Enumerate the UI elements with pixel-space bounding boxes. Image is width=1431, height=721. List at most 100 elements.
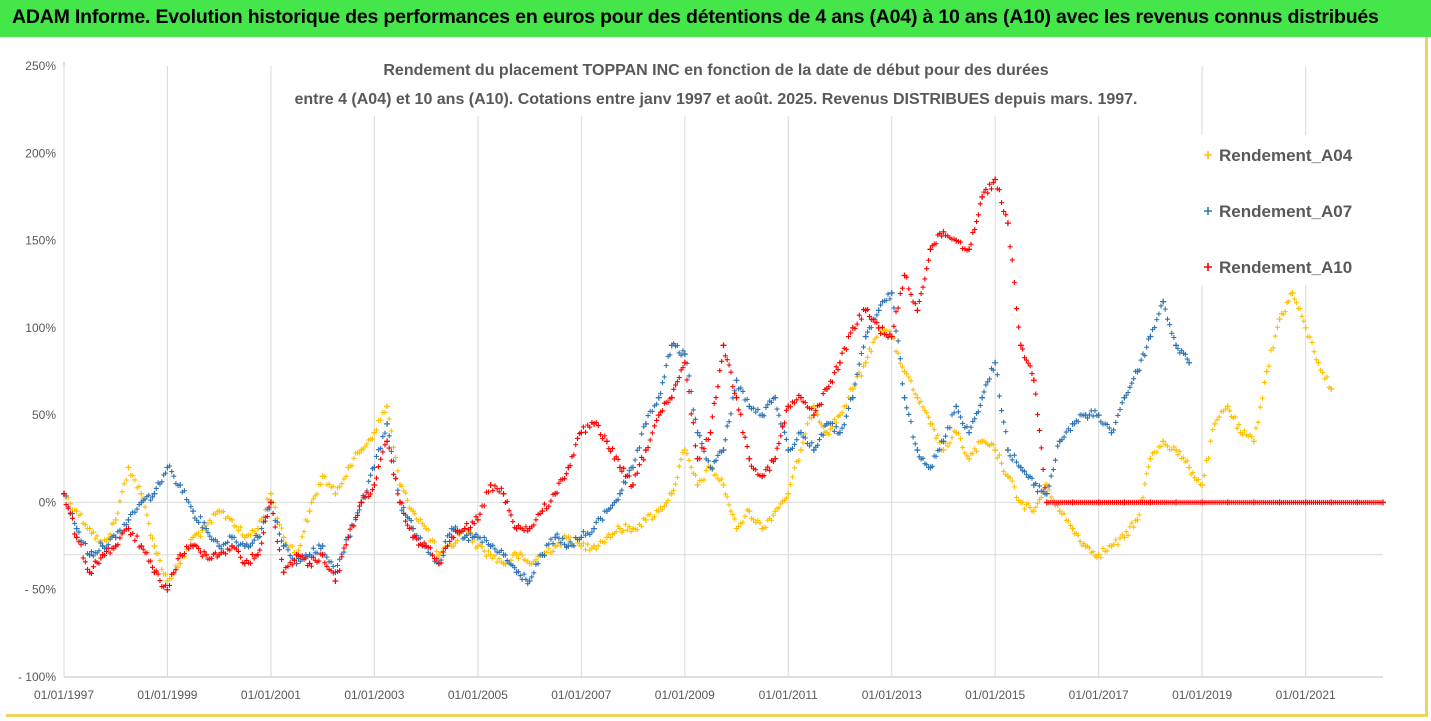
- data-marker: [117, 535, 123, 541]
- data-marker: [171, 473, 177, 479]
- data-marker: [879, 324, 885, 330]
- data-marker: [548, 498, 554, 504]
- data-marker: [1065, 518, 1071, 524]
- data-marker: [378, 456, 384, 462]
- data-marker: [571, 452, 577, 458]
- data-marker: [276, 531, 282, 537]
- data-point: [940, 438, 947, 445]
- data-marker: [1063, 429, 1069, 435]
- data-marker: [861, 363, 867, 369]
- data-point: [565, 543, 572, 550]
- data-point: [810, 412, 817, 419]
- data-marker: [945, 443, 951, 449]
- data-marker: [401, 504, 407, 510]
- data-marker: [831, 428, 837, 434]
- data-marker: [417, 517, 423, 523]
- data-marker: [496, 556, 502, 562]
- data-marker: [67, 501, 73, 507]
- data-marker: [866, 313, 872, 319]
- data-point: [733, 377, 740, 384]
- data-point: [603, 438, 610, 445]
- data-point: [720, 447, 727, 454]
- data-marker: [1158, 303, 1164, 309]
- data-marker: [899, 381, 905, 387]
- data-marker: [1086, 545, 1092, 551]
- data-marker: [380, 434, 386, 440]
- chart-title: Rendement du placement TOPPAN INC en fon…: [288, 52, 1153, 116]
- legend-item-Rendement_A04: Rendement_A04: [1204, 146, 1353, 165]
- data-marker: [429, 552, 435, 558]
- data-marker: [968, 424, 974, 430]
- data-marker: [1140, 495, 1146, 501]
- data-point: [707, 429, 714, 436]
- data-marker: [337, 556, 343, 562]
- data-point: [228, 516, 235, 523]
- data-point: [203, 551, 210, 558]
- data-marker: [678, 352, 684, 358]
- data-marker: [399, 500, 405, 506]
- data-marker: [697, 456, 703, 462]
- data-marker: [809, 440, 815, 446]
- data-point: [164, 577, 171, 584]
- data-point: [616, 525, 623, 532]
- x-tick-label: 01/01/2015: [965, 688, 1025, 702]
- data-marker: [1175, 346, 1181, 352]
- data-marker: [1154, 449, 1160, 455]
- data-marker: [355, 512, 361, 518]
- data-marker: [818, 401, 824, 407]
- data-marker: [264, 514, 270, 520]
- data-marker: [732, 516, 738, 522]
- data-marker: [1072, 421, 1078, 427]
- data-marker: [63, 502, 69, 508]
- data-marker: [1307, 334, 1313, 340]
- data-marker: [856, 312, 862, 318]
- legend-label: Rendement_A10: [1219, 258, 1352, 277]
- data-marker: [373, 453, 379, 459]
- data-marker: [947, 440, 953, 446]
- data-marker: [550, 541, 556, 547]
- data-marker: [910, 387, 916, 393]
- data-marker: [1035, 489, 1041, 495]
- data-marker: [453, 540, 459, 546]
- data-point: [1004, 447, 1011, 454]
- data-point: [875, 307, 882, 314]
- data-marker: [580, 529, 586, 535]
- data-point: [461, 525, 468, 532]
- data-marker: [865, 329, 871, 335]
- data-marker: [186, 546, 192, 552]
- data-marker: [498, 485, 504, 491]
- data-marker: [157, 578, 163, 584]
- data-point: [849, 385, 856, 392]
- data-marker: [512, 565, 518, 571]
- data-marker: [393, 476, 399, 482]
- data-point: [112, 516, 119, 523]
- data-marker: [709, 466, 715, 472]
- data-marker: [134, 533, 140, 539]
- data-marker: [144, 550, 150, 556]
- data-point: [966, 429, 973, 436]
- data-marker: [1025, 501, 1031, 507]
- data-marker: [970, 419, 976, 425]
- data-marker: [483, 538, 489, 544]
- data-marker: [140, 546, 146, 552]
- data-marker: [690, 420, 696, 426]
- data-marker: [1270, 345, 1276, 351]
- data-marker: [567, 535, 573, 541]
- data-marker: [985, 379, 991, 385]
- data-marker: [937, 231, 943, 237]
- data-point: [797, 447, 804, 454]
- data-marker: [763, 524, 769, 530]
- data-marker: [600, 435, 606, 441]
- data-point: [177, 481, 184, 488]
- data-point: [992, 176, 999, 183]
- data-marker: [1035, 412, 1041, 418]
- x-tick-label: 01/01/2013: [862, 688, 922, 702]
- data-marker: [610, 445, 616, 451]
- data-marker: [1075, 419, 1081, 425]
- data-marker: [1003, 429, 1009, 435]
- data-marker: [541, 553, 547, 559]
- axis-labels: 250% 200% 150% 100% 50% 0% - 50% - 100% 01/01/19…: [18, 59, 1336, 702]
- data-point: [1160, 438, 1167, 445]
- data-marker: [368, 491, 374, 497]
- data-marker: [289, 562, 295, 568]
